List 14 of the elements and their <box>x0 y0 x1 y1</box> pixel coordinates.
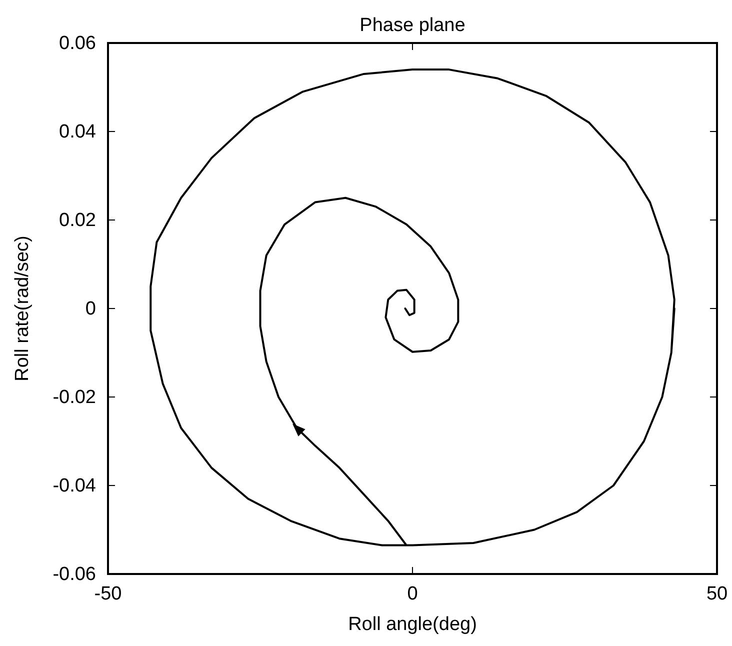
y-tick-label: 0.02 <box>59 210 96 232</box>
x-axis-title: Roll angle(deg) <box>348 614 477 635</box>
y-tick-label: 0.06 <box>59 33 96 54</box>
chart-title: Phase plane <box>360 15 466 36</box>
y-tick-label: -0.06 <box>52 564 96 586</box>
y-tick-label: 0.04 <box>59 122 96 143</box>
x-tick-label: 0 <box>407 583 418 604</box>
y-tick-label: -0.04 <box>52 476 96 497</box>
y-axis-title: Roll rate(rad/sec) <box>12 236 33 382</box>
y-tick-label: 0 <box>85 298 96 320</box>
x-tick-label: -50 <box>94 583 122 604</box>
line-series <box>150 68 676 546</box>
x-tick-label: 50 <box>706 583 728 604</box>
y-tick-label: -0.02 <box>52 387 96 408</box>
